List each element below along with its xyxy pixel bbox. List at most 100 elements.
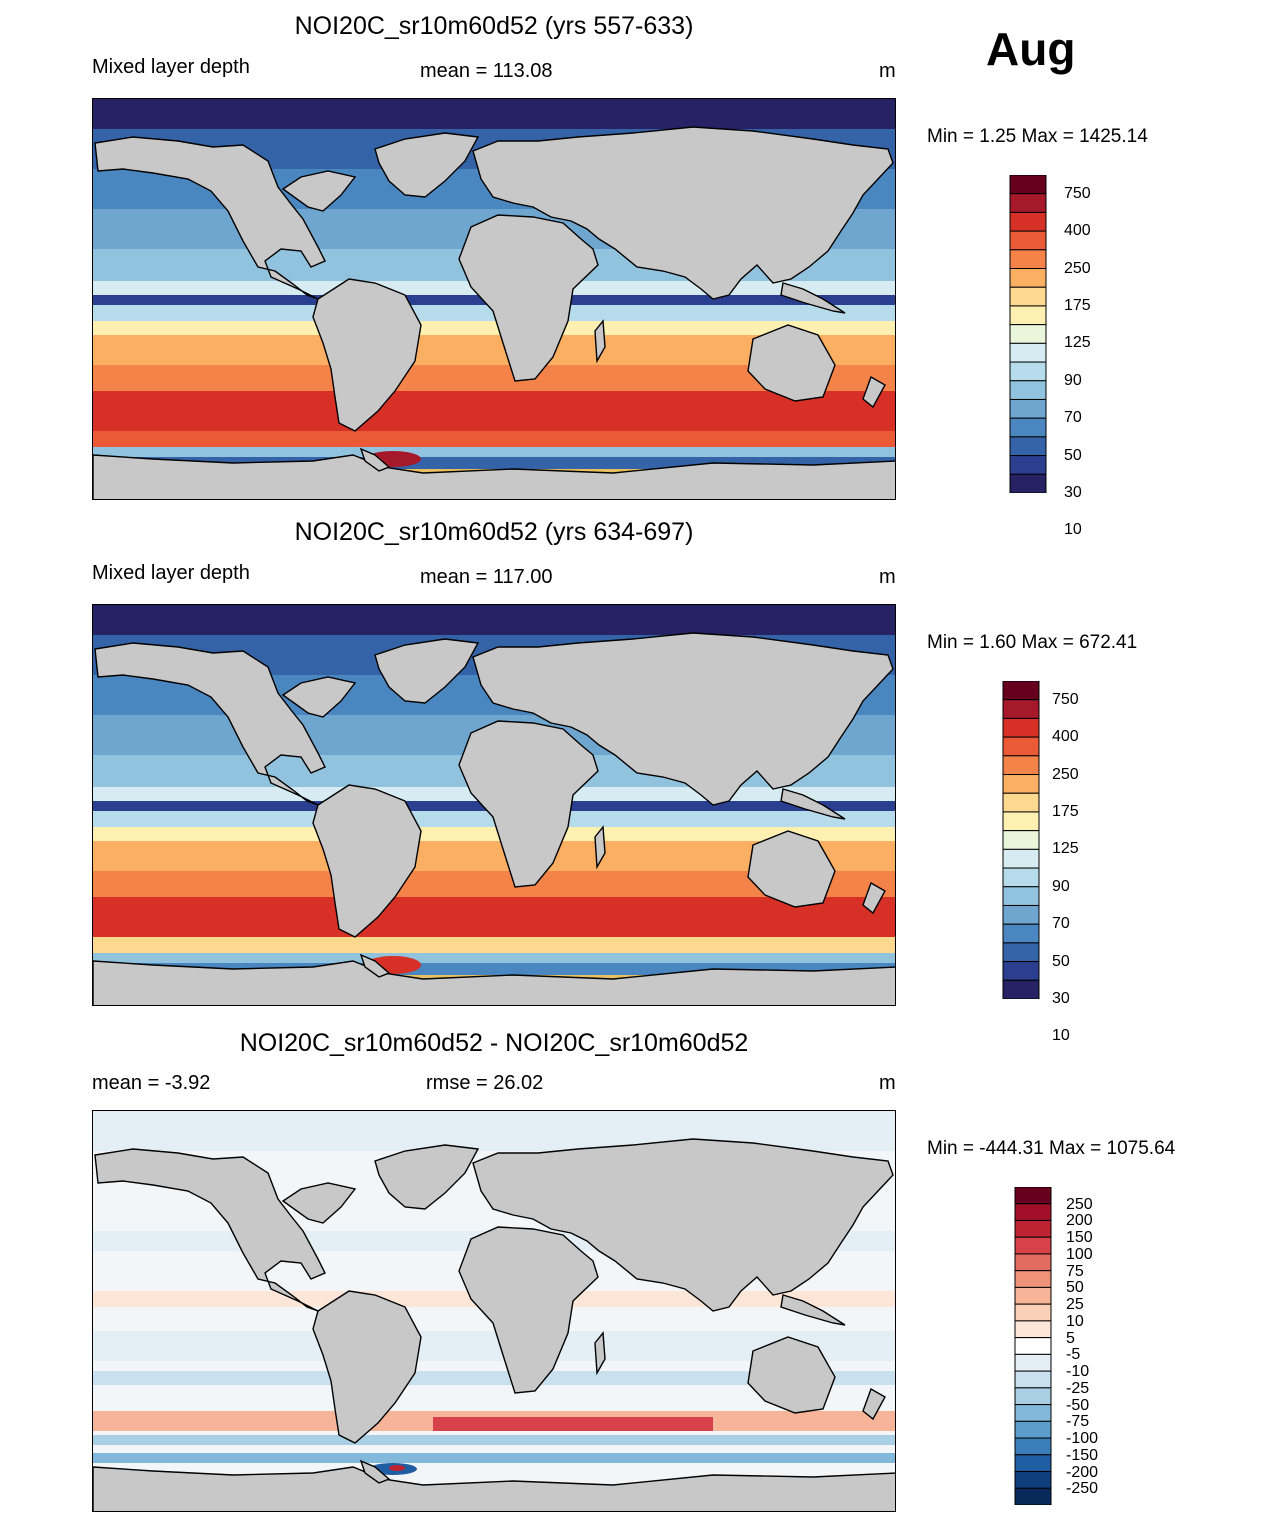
panel2-mean: mean = 117.00 (420, 566, 553, 588)
colorbar-label: -200 (1066, 1463, 1099, 1481)
colorbar-swatch (1002, 774, 1040, 794)
colorbar-label: -10 (1066, 1363, 1090, 1381)
colorbar-label: 125 (1064, 334, 1091, 352)
colorbar-swatch (1002, 867, 1040, 888)
colorbar-label: 125 (1052, 840, 1079, 858)
panel2-colorbar-svg (1002, 680, 1040, 1000)
colorbar-swatch (1009, 174, 1047, 195)
colorbar-swatch (1014, 1353, 1052, 1372)
panel1-title: NOI20C_sr10m60d52 (yrs 557-633) (294, 12, 694, 40)
panel3-map (92, 1110, 896, 1512)
colorbar-swatch (1009, 473, 1047, 494)
panel2-title: NOI20C_sr10m60d52 (yrs 634-697) (294, 518, 694, 546)
colorbar-swatch (1014, 1370, 1052, 1389)
colorbar-swatch (1014, 1420, 1052, 1439)
colorbar-swatch (1002, 979, 1040, 1000)
colorbar-swatch (1014, 1337, 1052, 1355)
colorbar-swatch (1002, 680, 1040, 701)
colorbar-swatch (1002, 792, 1040, 813)
colorbar-swatch (1002, 736, 1040, 757)
colorbar-label: 70 (1064, 409, 1082, 427)
colorbar-label: -50 (1066, 1396, 1090, 1414)
panel1-minmax: Min = 1.25 Max = 1425.14 (927, 126, 1148, 147)
colorbar-label: 400 (1052, 728, 1079, 746)
colorbar-label: -250 (1066, 1480, 1099, 1498)
month-label: Aug (986, 23, 1076, 75)
panel2-colorbar (1002, 680, 1040, 1004)
colorbar-label: 100 (1066, 1245, 1093, 1263)
panel3-minmax: Min = -444.31 Max = 1075.64 (927, 1138, 1176, 1159)
colorbar-swatch (1009, 193, 1047, 213)
colorbar-label: -150 (1066, 1446, 1099, 1464)
colorbar-swatch (1014, 1286, 1052, 1305)
panel1-mean: mean = 113.08 (420, 60, 553, 82)
colorbar-swatch (1002, 830, 1040, 850)
colorbar-swatch (1009, 286, 1047, 307)
colorbar-swatch (1009, 249, 1047, 270)
colorbar-swatch (1009, 230, 1047, 251)
colorbar-label: 30 (1064, 484, 1082, 501)
colorbar-label: 250 (1064, 259, 1091, 277)
panel2-map (92, 604, 896, 1006)
colorbar-swatch (1002, 811, 1040, 832)
colorbar-swatch (1002, 848, 1040, 869)
colorbar-label: 30 (1052, 990, 1070, 1007)
colorbar-swatch (1009, 398, 1047, 419)
colorbar-swatch (1002, 904, 1040, 925)
colorbar-swatch (1014, 1454, 1052, 1473)
colorbar-label: 10 (1066, 1312, 1084, 1330)
panel2-left-label: Mixed layer depth (92, 562, 250, 584)
colorbar-swatch (1014, 1437, 1052, 1456)
colorbar-label: 750 (1064, 184, 1091, 202)
colorbar-swatch (1014, 1404, 1052, 1422)
colorbar-label: 50 (1066, 1279, 1084, 1297)
colorbar-label: 150 (1066, 1229, 1093, 1247)
colorbar-label: 200 (1066, 1212, 1093, 1230)
colorbar-swatch (1002, 961, 1040, 981)
colorbar-swatch (1009, 455, 1047, 475)
colorbar-swatch (1014, 1270, 1052, 1288)
panel1-map-svg (93, 99, 895, 499)
panel1-colorbar (1009, 174, 1047, 498)
colorbar-label: 250 (1052, 765, 1079, 783)
colorbar-swatch (1014, 1387, 1052, 1406)
colorbar-label: 250 (1066, 1195, 1093, 1213)
colorbar-label: 400 (1064, 222, 1091, 240)
colorbar-label: -100 (1066, 1430, 1099, 1448)
colorbar-swatch (1009, 417, 1047, 438)
colorbar-label: 10 (1064, 521, 1082, 539)
colorbar-swatch (1014, 1186, 1052, 1205)
colorbar-label: 70 (1052, 915, 1070, 933)
colorbar-label: -75 (1066, 1413, 1090, 1431)
colorbar-swatch (1014, 1203, 1052, 1221)
colorbar-swatch (1002, 942, 1040, 963)
panel3-title: NOI20C_sr10m60d52 - NOI20C_sr10m60d52 (239, 1029, 749, 1057)
panel1-colorbar-svg (1009, 174, 1047, 494)
colorbar-swatch (1002, 755, 1040, 776)
colorbar-swatch (1009, 324, 1047, 344)
colorbar-label: 175 (1064, 296, 1091, 314)
panel3-units: m (879, 1072, 896, 1094)
colorbar-label: 175 (1052, 802, 1079, 820)
colorbar-swatch (1009, 342, 1047, 363)
colorbar-swatch (1009, 380, 1047, 400)
panel2-map-svg (93, 605, 895, 1005)
panel3-map-svg (93, 1111, 895, 1511)
colorbar-label: 75 (1066, 1262, 1084, 1280)
colorbar-swatch (1014, 1320, 1052, 1339)
colorbar-swatch (1014, 1303, 1052, 1322)
colorbar-swatch (1009, 361, 1047, 382)
colorbar-swatch (1014, 1487, 1052, 1506)
colorbar-label: -25 (1066, 1379, 1090, 1397)
colorbar-swatch (1002, 886, 1040, 906)
panel3-colorbar (1014, 1186, 1052, 1510)
colorbar-swatch (1014, 1236, 1052, 1255)
colorbar-swatch (1009, 436, 1047, 457)
panel2-units: m (879, 566, 896, 588)
colorbar-swatch (1002, 699, 1040, 719)
colorbar-swatch (1009, 268, 1047, 288)
panel3-mean: mean = -3.92 (92, 1072, 211, 1094)
colorbar-swatch (1014, 1471, 1052, 1489)
colorbar-swatch (1002, 923, 1040, 944)
colorbar-label: 50 (1052, 952, 1070, 970)
